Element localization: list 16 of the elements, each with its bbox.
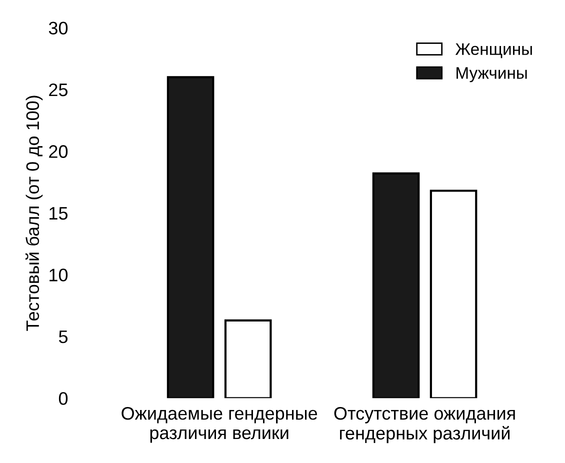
x-tick-label: Отсутствие ожидания гендерных различий xyxy=(334,406,515,444)
bar xyxy=(372,172,420,398)
y-axis-title: Тестовый балл (от 0 до 100) xyxy=(25,96,43,331)
y-tick-label: 25 xyxy=(49,83,68,96)
bar xyxy=(430,190,478,398)
y-tick-label: 20 xyxy=(49,145,68,158)
y-tick-label: 0 xyxy=(58,392,68,405)
y-tick-label: 5 xyxy=(58,330,68,344)
y-tick-label: 15 xyxy=(50,207,68,220)
bar xyxy=(166,76,214,398)
y-tick-label: 10 xyxy=(50,268,68,282)
legend-label: Мужчины xyxy=(456,67,527,82)
y-tick-label: 30 xyxy=(48,22,68,34)
x-tick-label: Ожидаемые гендерные различия велики xyxy=(122,406,318,443)
bar xyxy=(224,319,272,398)
legend-label: Женщины xyxy=(455,43,532,58)
